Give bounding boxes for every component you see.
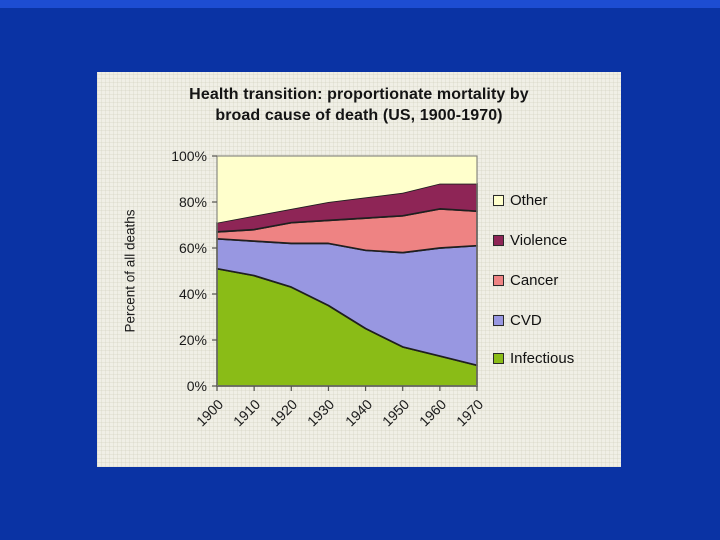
y-tick-label: 0% [186, 378, 207, 394]
legend-item: Cancer [493, 270, 558, 290]
plot-border [216, 155, 478, 387]
area-other [217, 156, 477, 223]
y-tick-label: 20% [178, 332, 207, 348]
chart-title: Health transition: proportionate mortali… [97, 84, 621, 126]
chart-title-line-2: broad cause of death (US, 1900-1970) [215, 107, 503, 124]
legend-label: Infectious [510, 349, 575, 367]
slide-top-border [0, 0, 720, 8]
legend-label: CVD [510, 311, 542, 329]
legend-swatch-cvd [493, 314, 504, 326]
legend-label: Violence [510, 231, 568, 249]
chart-panel: Health transition: proportionate mortali… [97, 72, 621, 467]
legend-swatch-other [493, 194, 504, 206]
legend-swatch-cancer [493, 274, 504, 286]
legend-label: Other [510, 191, 548, 209]
legend-item: CVD [493, 310, 542, 330]
y-axis-title: Percent of all deaths [122, 209, 138, 333]
legend-item: Infectious [493, 348, 574, 368]
legend-item: Other [493, 190, 548, 210]
legend-swatch-infectious [493, 352, 504, 364]
legend-item: Violence [493, 230, 567, 250]
y-tick-label: 40% [178, 286, 207, 302]
stacked-area-chart [212, 155, 478, 391]
y-tick-label: 60% [178, 240, 207, 256]
legend-swatch-violence [493, 234, 504, 246]
legend-label: Cancer [510, 271, 559, 289]
chart-title-line-1: Health transition: proportionate mortali… [189, 86, 529, 103]
y-tick-label: 100% [171, 148, 207, 164]
y-tick-label: 80% [178, 194, 207, 210]
